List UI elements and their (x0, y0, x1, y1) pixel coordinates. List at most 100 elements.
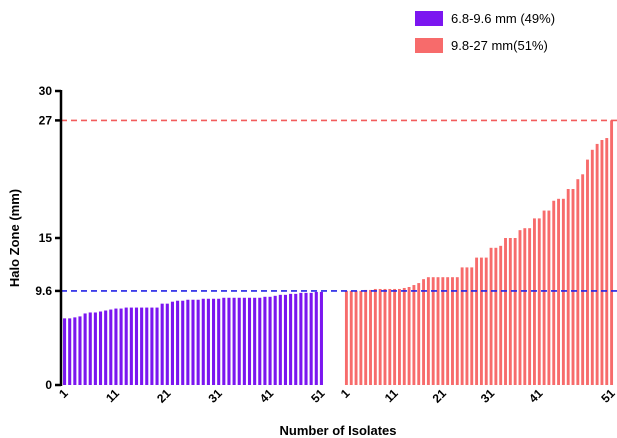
bar (586, 159, 589, 385)
bar (319, 291, 323, 385)
bar (129, 307, 133, 385)
bar (417, 283, 421, 385)
y-axis-title: Halo Zone (mm) (7, 189, 22, 287)
bar (93, 312, 97, 385)
x-tick-label: 41 (526, 386, 546, 406)
bar (227, 297, 231, 385)
bar (431, 277, 435, 385)
bar (109, 309, 113, 385)
bar (513, 238, 517, 385)
bar (441, 277, 445, 385)
bar (508, 238, 512, 385)
bar (344, 290, 348, 385)
bar (451, 277, 454, 385)
y-tick-layer: 0 9.6 15 27 30 (35, 84, 61, 392)
bar (206, 298, 210, 385)
bar (145, 307, 149, 385)
bar (294, 293, 298, 385)
bar (98, 311, 103, 385)
bar (253, 297, 257, 385)
bars-layer (63, 120, 614, 386)
bar (523, 228, 527, 385)
legend: 6.8-9.6 mm (49%) 9.8-27 mm(51%) (415, 11, 555, 53)
bar (369, 289, 372, 385)
bar (124, 307, 128, 385)
bar (407, 287, 411, 385)
bar (455, 277, 459, 385)
bar (571, 189, 575, 385)
bar (378, 288, 382, 385)
bar (273, 295, 277, 385)
bar (73, 317, 77, 385)
bar (364, 289, 368, 385)
bar (278, 294, 282, 385)
bar (533, 218, 536, 385)
x-tick-label: 31 (478, 386, 498, 406)
bar (465, 267, 469, 385)
reference-lines-layer (61, 119, 617, 292)
bar (412, 285, 416, 385)
bar (479, 257, 483, 385)
x-tick-label: 51 (598, 386, 617, 406)
bar (83, 313, 87, 385)
bar (181, 300, 185, 385)
bar (191, 299, 195, 385)
y-tick-label: 30 (39, 84, 53, 98)
bar (518, 230, 522, 385)
bar (398, 288, 401, 385)
bar (475, 257, 479, 385)
legend-swatch-series-1 (415, 11, 443, 26)
x-tick-label: 21 (430, 386, 450, 406)
bar (566, 189, 570, 385)
bar (78, 316, 82, 385)
bar (499, 245, 503, 385)
x-tick-label: 31 (205, 386, 225, 406)
bar (610, 120, 614, 386)
bar (242, 297, 246, 385)
x-axis-title: Number of Isolates (279, 423, 396, 438)
bar (600, 140, 604, 385)
bar (383, 288, 387, 385)
bar (160, 303, 164, 385)
x-tick-label: 41 (257, 386, 277, 406)
x-tick-label: 11 (382, 386, 401, 405)
bar (201, 298, 205, 385)
bar (289, 293, 293, 385)
bar (581, 174, 585, 385)
bar (537, 218, 541, 385)
bar (354, 290, 358, 385)
bar (590, 149, 594, 385)
bar (595, 143, 599, 385)
bar (68, 318, 72, 385)
bar (542, 210, 546, 385)
y-tick-label: 9.6 (35, 284, 52, 298)
bar (186, 299, 190, 385)
bar (489, 247, 493, 385)
bar (119, 308, 123, 385)
bar (165, 303, 169, 385)
bar (212, 298, 216, 385)
bar (217, 298, 221, 385)
bar (88, 312, 92, 385)
bar (436, 277, 440, 385)
bar (263, 296, 267, 385)
x-tick-label: 21 (154, 386, 174, 406)
bar (402, 287, 406, 385)
bar (232, 297, 236, 385)
x-tick-label: 1 (338, 386, 353, 401)
bar (258, 297, 262, 385)
x-tick-label: 11 (103, 386, 122, 405)
bar (155, 307, 159, 385)
bar (388, 288, 392, 385)
bar (393, 288, 397, 385)
bar (470, 267, 474, 385)
bar (170, 301, 174, 385)
legend-label-series-1: 6.8-9.6 mm (49%) (451, 11, 555, 26)
bar (104, 310, 108, 385)
bar (373, 288, 377, 385)
bar (484, 257, 488, 385)
bar (63, 318, 67, 385)
legend-swatch-series-2 (415, 38, 443, 53)
